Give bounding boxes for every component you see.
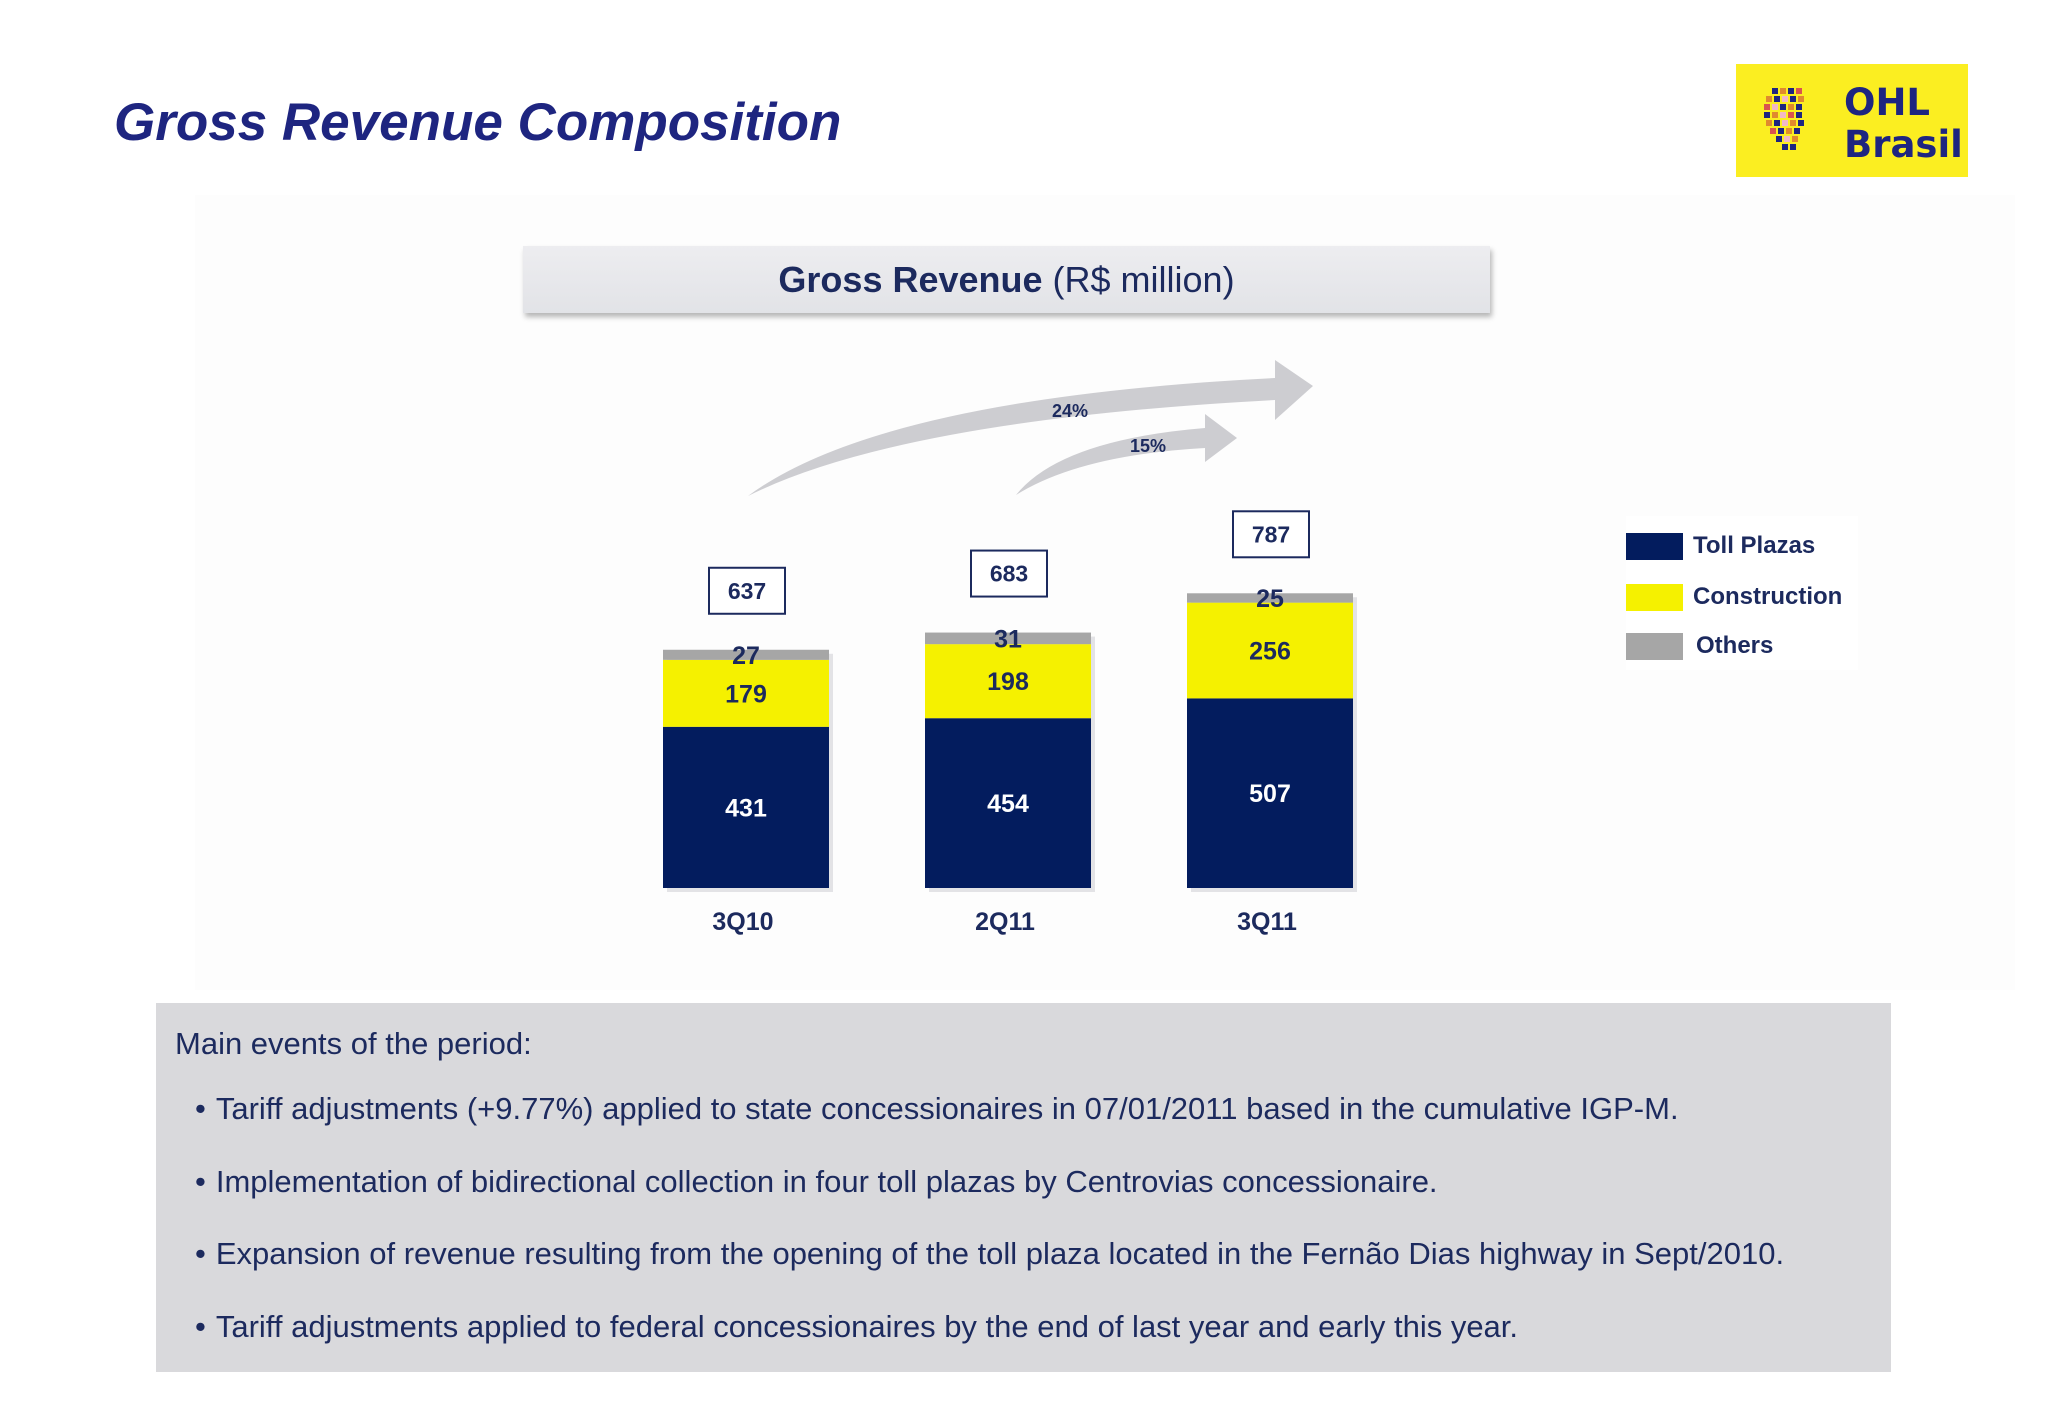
chart-header-title: Gross Revenue <box>778 258 1043 300</box>
main-events-box: Main events of the period: Tariff adjust… <box>156 1003 1891 1372</box>
bar-segment <box>663 659 829 727</box>
growth-arrow-15 <box>1016 414 1237 495</box>
events-heading: Main events of the period: <box>175 1026 532 1061</box>
bar-segment <box>925 632 1091 645</box>
company-logo: OHL Brasil <box>1736 64 1968 177</box>
bar-value-label: 179 <box>725 680 767 708</box>
chart-header-unit: (R$ million) <box>1052 258 1235 300</box>
chart-header: Gross Revenue (R$ million) <box>523 246 1490 313</box>
legend-swatch-toll-plazas <box>1626 532 1683 560</box>
events-list: Tariff adjustments (+9.77%) applied to s… <box>175 1090 1891 1345</box>
bar-segment <box>925 718 1091 888</box>
bar-segment <box>1187 698 1353 888</box>
growth-label: 15% <box>1130 436 1166 456</box>
legend-swatch-others <box>1626 632 1683 660</box>
bar-value-label: 25 <box>1256 585 1284 613</box>
bar-segment <box>925 644 1091 719</box>
legend-label-toll-plazas: Toll Plazas <box>1693 532 1816 559</box>
legend-label-others: Others <box>1696 632 1774 659</box>
total-label: 683 <box>990 561 1028 587</box>
total-box <box>970 549 1048 598</box>
category-tick-label: 3Q11 <box>1237 908 1297 936</box>
category-tick-label: 3Q10 <box>712 908 773 936</box>
face-mosaic-icon <box>1764 88 1804 150</box>
logo-text-line1: OHL <box>1844 81 1930 124</box>
legend-label-construction: Construction <box>1693 583 1843 610</box>
legend-item-construction: Construction <box>1626 583 1842 611</box>
bar-segment <box>663 726 829 888</box>
bar-segment <box>663 649 829 660</box>
bar-value-label: 256 <box>1249 638 1291 666</box>
total-box <box>708 566 786 615</box>
bar-value-label: 454 <box>987 790 1029 818</box>
total-box <box>1232 510 1310 559</box>
stacked-bar-chart: 24% 15% 431 179 27 637 3Q10 454 198 31 683 2Q11 507 2… <box>663 360 1357 936</box>
bar-segment <box>1187 602 1353 699</box>
event-item: Tariff adjustments applied to federal co… <box>195 1308 1891 1345</box>
legend-swatch-construction <box>1626 583 1683 611</box>
bar-value-label: 431 <box>725 794 767 822</box>
bar-value-label: 27 <box>732 642 760 670</box>
legend-item-toll-plazas: Toll Plazas <box>1626 532 1815 560</box>
event-item: Expansion of revenue resulting from the … <box>195 1235 1891 1272</box>
bar-segment <box>1187 593 1353 603</box>
event-item: Tariff adjustments (+9.77%) applied to s… <box>195 1090 1891 1127</box>
page-title: Gross Revenue Composition <box>114 93 842 152</box>
total-label: 787 <box>1252 521 1290 547</box>
legend-item-others: Others <box>1626 632 1773 660</box>
total-label: 637 <box>728 578 766 604</box>
growth-label: 24% <box>1052 401 1088 421</box>
bar-value-label: 198 <box>987 668 1029 696</box>
growth-arrow-24 <box>748 360 1313 496</box>
event-item: Implementation of bidirectional collecti… <box>195 1163 1891 1200</box>
chart-legend: Toll Plazas Construction Others <box>1626 516 1858 670</box>
bar-value-label: 31 <box>994 625 1022 653</box>
logo-text-line2: Brasil <box>1844 123 1963 166</box>
category-tick-label: 2Q11 <box>975 908 1035 936</box>
bar-value-label: 507 <box>1249 780 1291 808</box>
